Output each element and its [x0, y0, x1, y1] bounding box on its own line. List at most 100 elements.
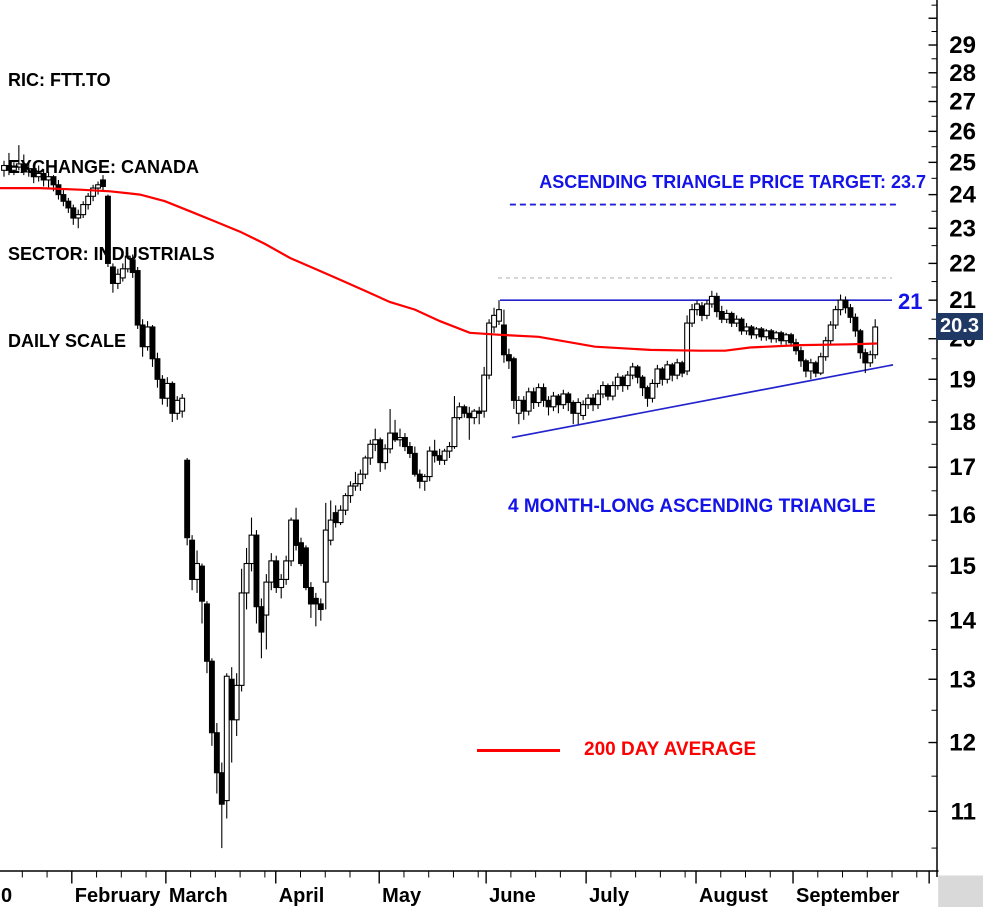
price-label: 23 [949, 215, 976, 242]
ma-200-line [0, 187, 878, 352]
candle-body [332, 512, 339, 524]
candle-body [401, 436, 408, 448]
candle-body [312, 597, 319, 605]
candle [827, 321, 834, 345]
candle-body [258, 606, 265, 633]
candle-body [535, 387, 542, 404]
candle [317, 598, 324, 621]
candle-body [406, 446, 413, 454]
candle [659, 366, 666, 386]
candle [812, 360, 819, 378]
price-label: 17 [949, 454, 976, 481]
candle-body [179, 397, 186, 412]
candle-body [639, 376, 646, 389]
candle [451, 396, 458, 449]
candle-body [80, 204, 87, 216]
candle [119, 263, 126, 282]
month-label: September [796, 885, 900, 907]
month-label: August [699, 885, 768, 907]
candle [100, 175, 106, 192]
candle [510, 356, 517, 409]
candle-body [674, 362, 681, 376]
candle [362, 455, 369, 479]
candle-body [624, 374, 631, 387]
candle [263, 574, 270, 650]
candle [624, 371, 631, 390]
candle-body [604, 385, 611, 397]
candle-body [689, 309, 696, 324]
candle-body [595, 393, 601, 406]
candle [847, 303, 854, 324]
candle [609, 381, 616, 401]
candle-body [812, 362, 819, 374]
candle [312, 592, 319, 627]
candle-body [555, 395, 562, 406]
candle [253, 530, 260, 624]
candle-body [446, 446, 453, 452]
candle [357, 469, 364, 491]
candle [298, 537, 304, 567]
candle [758, 326, 765, 341]
candle-body [797, 350, 804, 362]
candle [486, 319, 493, 380]
candle [654, 364, 661, 388]
candle [525, 387, 532, 416]
candle [60, 189, 67, 207]
candle-body [233, 684, 240, 721]
month-label: February [75, 885, 161, 907]
candle [689, 303, 696, 327]
header-ric: RIC: FTT.TO [8, 70, 111, 90]
candle [540, 383, 547, 407]
candle [105, 194, 111, 268]
candle-body [585, 397, 592, 406]
candle-body [149, 326, 156, 360]
candle-body [822, 340, 829, 358]
candle-body [154, 358, 161, 380]
candle [372, 428, 379, 452]
candle [817, 352, 824, 376]
candle [421, 474, 428, 491]
candle [461, 404, 468, 418]
candle [228, 667, 235, 763]
candle-body [223, 675, 230, 802]
candle-body [788, 334, 795, 344]
candle [273, 555, 280, 593]
candle-body [560, 393, 567, 406]
price-label: 24 [949, 182, 976, 209]
candle-body [545, 399, 552, 408]
candle [347, 481, 354, 503]
candle [555, 393, 562, 414]
candle [595, 389, 601, 409]
resistance-level-label: 21 [898, 289, 923, 314]
candle [322, 502, 329, 610]
candle [783, 332, 790, 345]
candle [708, 290, 715, 308]
candle-body [575, 401, 582, 414]
candle-body [75, 214, 82, 219]
candle [837, 294, 844, 316]
candle [213, 723, 220, 794]
candle [575, 398, 582, 425]
candle-body [372, 439, 379, 445]
candle [718, 305, 725, 324]
candle-body [466, 412, 473, 419]
candle-body [832, 309, 839, 326]
candle-body [431, 450, 438, 457]
candle [872, 319, 879, 359]
candle [129, 254, 136, 278]
candle-body [872, 326, 879, 356]
candle-body [778, 332, 785, 342]
candle-body [194, 562, 200, 580]
candle [802, 358, 809, 378]
ma-legend-line-sample [477, 748, 560, 752]
candle-body [238, 592, 245, 686]
candle [199, 563, 205, 624]
candle [233, 673, 240, 736]
candle [763, 328, 770, 341]
candle-body [837, 299, 844, 311]
candle [426, 446, 433, 482]
candle [788, 332, 795, 347]
candle [664, 360, 671, 384]
candle-body [609, 385, 616, 397]
